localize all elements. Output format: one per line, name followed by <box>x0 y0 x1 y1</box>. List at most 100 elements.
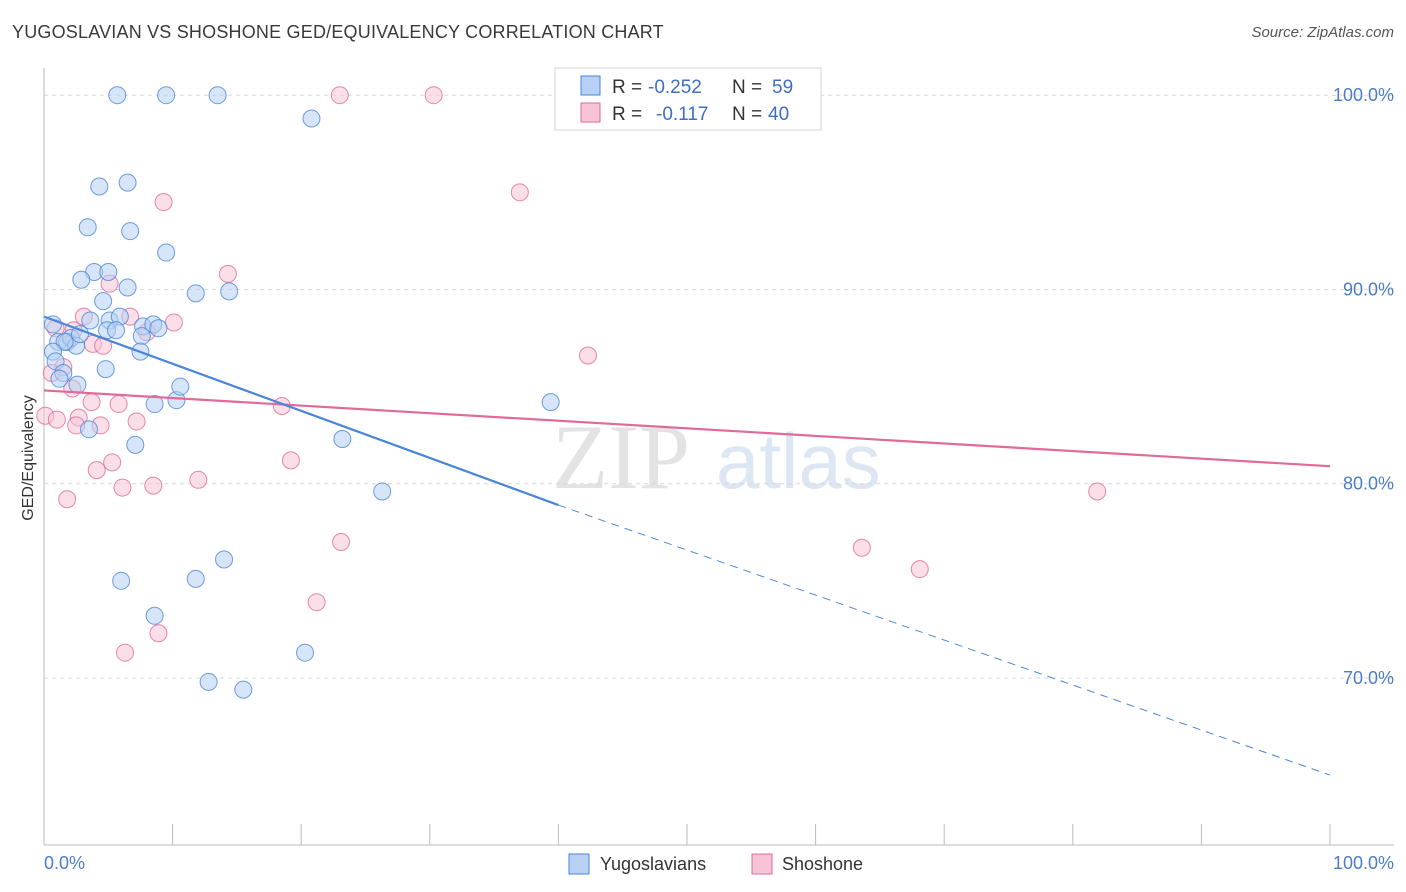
shoshone-point <box>47 410 66 429</box>
yugoslavian-point <box>333 430 352 449</box>
legend-r-label-2: R = <box>612 104 642 125</box>
yugoslavian-point <box>145 606 164 625</box>
yugoslavian-point <box>78 218 97 237</box>
yugoslavian-point <box>118 173 137 192</box>
yugoslavian-point <box>296 643 315 662</box>
yugoslavian-point <box>186 569 205 588</box>
shoshone-point <box>58 490 77 509</box>
y-tick-label-70: 70.0% <box>1343 668 1394 688</box>
yugoslavian-point <box>302 109 321 128</box>
shoshone-trend-line <box>43 389 1331 468</box>
chart-title: YUGOSLAVIAN VS SHOSHONE GED/EQUIVALENCY … <box>12 22 664 42</box>
shoshone-point <box>116 643 135 662</box>
yugoslavian-point <box>215 550 234 569</box>
yugoslavian-point <box>157 86 176 105</box>
yugoslavian-point <box>373 482 392 501</box>
trend-lines <box>43 315 1331 776</box>
watermark-zip: ZIP <box>552 406 690 508</box>
shoshone-point <box>127 412 146 431</box>
shoshone-point <box>164 313 183 332</box>
yugoslavian-point <box>220 282 239 301</box>
shoshone-point <box>144 476 163 495</box>
shoshone-point <box>307 593 326 612</box>
x-tick-label-min: 0.0% <box>44 853 85 873</box>
shoshone-point <box>852 538 871 557</box>
yugoslavian-point <box>80 420 99 439</box>
legend-swatch-blue <box>580 75 601 96</box>
yugoslavian-point <box>199 672 218 691</box>
series-legend-swatch-yugoslavians <box>568 853 590 875</box>
shoshone-point <box>332 532 351 551</box>
series-legend-swatch-shoshone <box>751 853 773 875</box>
yugoslavian-points <box>44 86 560 699</box>
yugoslavian-point <box>96 360 115 379</box>
shoshone-point <box>149 624 168 643</box>
legend-r-value-2: -0.117 <box>656 104 708 125</box>
yugoslavian-point <box>81 311 100 330</box>
watermark-atlas: atlas <box>716 417 881 505</box>
legend-r-value-1: -0.252 <box>648 77 702 98</box>
yugoslavian-point <box>121 222 140 241</box>
yugoslavian-point <box>108 86 127 105</box>
shoshone-point <box>1088 482 1107 501</box>
shoshone-point <box>87 461 106 480</box>
legend-r-label-1: R = <box>612 77 642 98</box>
y-tick-label-80: 80.0% <box>1343 474 1394 494</box>
shoshone-point <box>424 86 443 105</box>
series-legend: Yugoslavians Shoshone <box>568 853 863 875</box>
y-tick-label-100: 100.0% <box>1333 85 1394 105</box>
legend-n-value-1: 59 <box>772 77 793 98</box>
shoshone-point <box>218 264 237 283</box>
shoshone-point <box>330 86 349 105</box>
yugoslavian-point <box>107 321 126 340</box>
yugoslavian-point <box>99 262 118 281</box>
yugoslavian-point <box>44 315 63 334</box>
axes <box>43 68 1394 846</box>
watermark: ZIP atlas <box>552 406 881 508</box>
yugoslavian-trend-line <box>43 315 559 507</box>
y-tick-label-90: 90.0% <box>1343 279 1394 299</box>
yugoslavian-point <box>94 292 113 311</box>
yugoslavian-trend-extension <box>558 504 1331 776</box>
shoshone-point <box>109 395 128 414</box>
shoshone-point <box>510 183 529 202</box>
shoshone-point <box>910 560 929 579</box>
series-legend-label-shoshone: Shoshone <box>782 854 863 874</box>
yugoslavian-point <box>132 327 151 346</box>
yugoslavian-point <box>72 270 91 289</box>
source-label: Source: ZipAtlas.com <box>1251 24 1394 41</box>
shoshone-point <box>154 193 173 212</box>
yugoslavian-point <box>118 278 137 297</box>
yugoslavian-point <box>126 435 145 454</box>
grid-lines <box>44 94 1394 679</box>
legend-swatch-pink <box>580 102 601 123</box>
shoshone-point <box>82 393 101 412</box>
legend-n-label-1: N = <box>732 77 762 98</box>
shoshone-point <box>113 478 132 497</box>
series-legend-label-yugoslavians: Yugoslavians <box>600 854 706 874</box>
yugoslavian-point <box>50 369 69 388</box>
x-tick-marks <box>43 824 1331 845</box>
yugoslavian-point <box>186 284 205 303</box>
y-axis-label: GED/Equivalency <box>20 395 37 520</box>
shoshone-point <box>281 451 300 470</box>
yugoslavian-point <box>112 571 131 590</box>
stats-legend: R = -0.252 N = 59 R = -0.117 N = 40 <box>554 67 822 131</box>
yugoslavian-point <box>71 325 90 344</box>
legend-n-label-2: N = <box>732 104 762 125</box>
y-tick-labels: 70.0% 80.0% 90.0% 100.0% <box>1333 85 1394 688</box>
yugoslavian-point <box>208 86 227 105</box>
yugoslavian-point <box>149 319 168 338</box>
x-tick-label-max: 100.0% <box>1333 853 1394 873</box>
yugoslavian-point <box>234 680 253 699</box>
shoshone-point <box>578 346 597 365</box>
legend-n-value-2: 40 <box>768 104 789 125</box>
shoshone-point <box>103 453 122 472</box>
yugoslavian-point <box>55 332 74 351</box>
yugoslavian-point <box>68 375 87 394</box>
yugoslavian-point <box>145 395 164 414</box>
shoshone-point <box>189 470 208 489</box>
yugoslavian-point <box>157 243 176 262</box>
yugoslavian-point <box>541 393 560 412</box>
